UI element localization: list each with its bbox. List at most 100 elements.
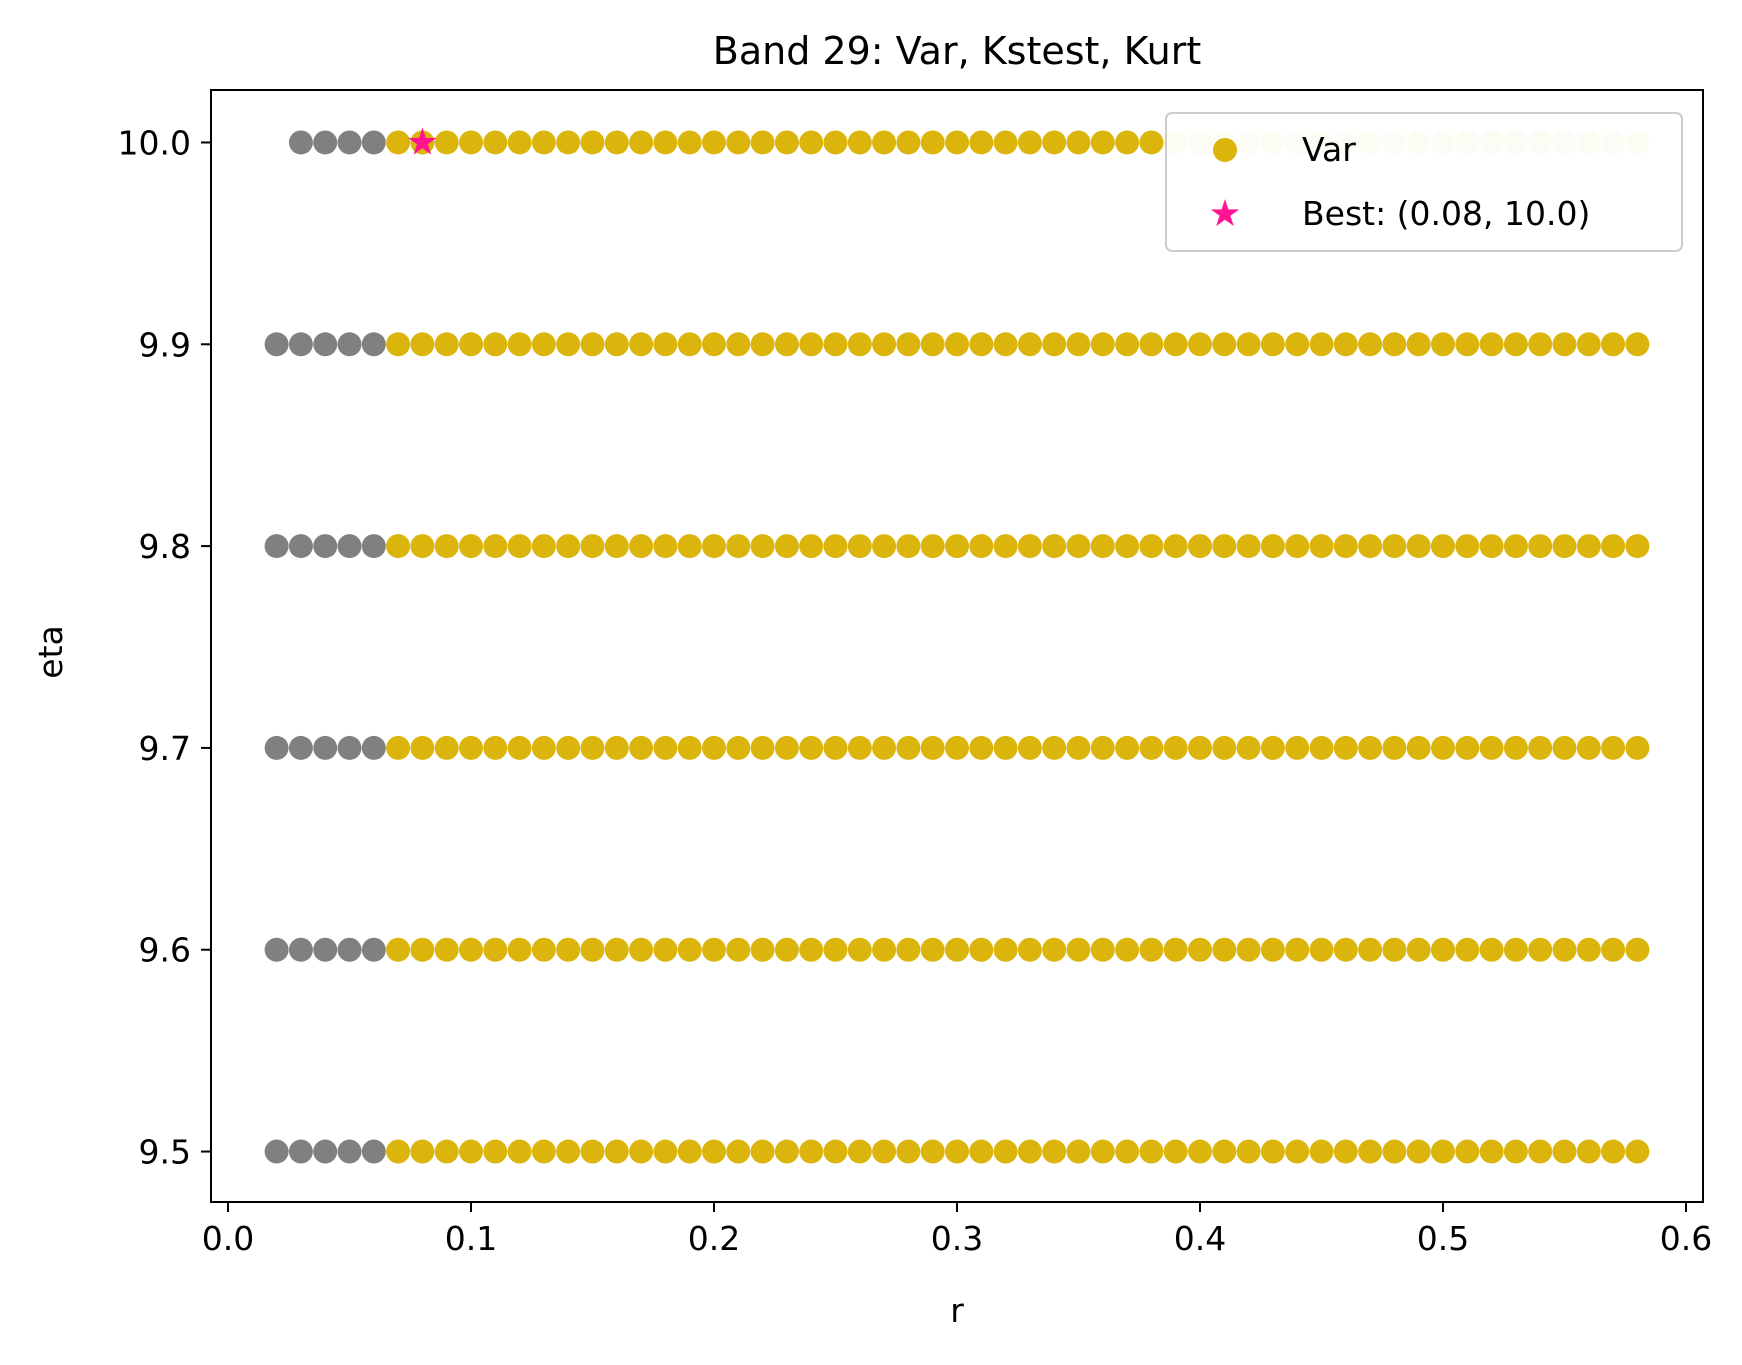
data-point bbox=[1017, 735, 1042, 760]
data-point bbox=[653, 937, 678, 962]
data-point bbox=[823, 937, 848, 962]
data-point bbox=[653, 1139, 678, 1164]
data-point bbox=[1576, 1139, 1601, 1164]
data-point bbox=[580, 735, 605, 760]
data-point bbox=[361, 332, 386, 357]
x-tick-label: 0.5 bbox=[1417, 1219, 1469, 1258]
data-point bbox=[1139, 937, 1164, 962]
data-point bbox=[1309, 937, 1334, 962]
data-point bbox=[1601, 534, 1626, 559]
data-point bbox=[1115, 1139, 1140, 1164]
data-point bbox=[580, 332, 605, 357]
data-point bbox=[386, 1139, 411, 1164]
data-point bbox=[1115, 937, 1140, 962]
best-layer bbox=[408, 127, 437, 155]
y-tick-label: 9.8 bbox=[139, 527, 191, 566]
data-point bbox=[945, 1139, 969, 1164]
data-point bbox=[1212, 534, 1237, 559]
data-point bbox=[1090, 332, 1115, 357]
data-point bbox=[1212, 735, 1237, 760]
data-point bbox=[726, 735, 751, 760]
data-point bbox=[1576, 332, 1601, 357]
data-point bbox=[1139, 1139, 1164, 1164]
data-point bbox=[1260, 1139, 1285, 1164]
data-point bbox=[1090, 1139, 1115, 1164]
data-point bbox=[1406, 534, 1431, 559]
data-point bbox=[1309, 735, 1334, 760]
data-point bbox=[1503, 332, 1528, 357]
data-point bbox=[1576, 937, 1601, 962]
data-point bbox=[872, 937, 897, 962]
data-point bbox=[604, 332, 629, 357]
data-point bbox=[1333, 332, 1358, 357]
y-tick-label: 9.6 bbox=[139, 931, 191, 970]
data-point bbox=[1212, 937, 1237, 962]
data-point bbox=[1333, 534, 1358, 559]
data-point bbox=[702, 534, 726, 559]
data-point bbox=[920, 937, 945, 962]
data-point bbox=[1042, 1139, 1067, 1164]
data-point bbox=[1528, 735, 1553, 760]
legend-var-marker bbox=[1213, 138, 1237, 162]
data-point bbox=[313, 130, 338, 155]
data-point bbox=[702, 130, 726, 155]
data-point bbox=[677, 534, 702, 559]
x-tick-label: 0.3 bbox=[931, 1219, 983, 1258]
data-point bbox=[1260, 332, 1285, 357]
data-point bbox=[1552, 1139, 1577, 1164]
data-point bbox=[1503, 1139, 1528, 1164]
data-point bbox=[896, 735, 921, 760]
data-point bbox=[1017, 130, 1042, 155]
data-point bbox=[750, 130, 775, 155]
y-tick-label: 9.5 bbox=[139, 1133, 191, 1172]
data-point bbox=[337, 534, 362, 559]
data-point bbox=[361, 534, 386, 559]
data-point bbox=[1382, 1139, 1407, 1164]
data-point bbox=[531, 534, 556, 559]
data-point bbox=[507, 332, 532, 357]
data-point bbox=[1333, 937, 1358, 962]
data-point bbox=[1090, 937, 1115, 962]
data-point bbox=[580, 937, 605, 962]
data-point bbox=[920, 735, 945, 760]
data-point bbox=[1601, 735, 1626, 760]
data-point bbox=[750, 534, 775, 559]
data-point bbox=[1115, 735, 1140, 760]
data-point bbox=[264, 1139, 289, 1164]
data-point bbox=[386, 937, 411, 962]
data-point bbox=[702, 937, 726, 962]
data-point bbox=[1090, 735, 1115, 760]
data-point bbox=[1090, 534, 1115, 559]
data-point bbox=[1333, 1139, 1358, 1164]
data-point bbox=[459, 534, 484, 559]
data-point bbox=[1382, 937, 1407, 962]
data-point bbox=[1066, 534, 1091, 559]
chart-title: Band 29: Var, Kstest, Kurt bbox=[713, 29, 1201, 73]
data-point bbox=[1188, 1139, 1212, 1164]
data-point bbox=[1625, 534, 1650, 559]
data-point bbox=[1260, 937, 1285, 962]
data-point bbox=[556, 937, 581, 962]
data-point bbox=[847, 937, 872, 962]
data-point bbox=[750, 937, 775, 962]
data-point bbox=[531, 735, 556, 760]
data-point bbox=[604, 735, 629, 760]
data-point bbox=[1042, 332, 1067, 357]
data-point bbox=[386, 130, 411, 155]
data-point bbox=[896, 130, 921, 155]
data-point bbox=[386, 534, 411, 559]
data-point bbox=[1115, 534, 1140, 559]
data-point bbox=[1139, 130, 1164, 155]
data-point bbox=[1188, 332, 1212, 357]
data-point bbox=[361, 130, 386, 155]
data-point bbox=[774, 130, 799, 155]
data-point bbox=[1382, 332, 1407, 357]
data-point bbox=[507, 1139, 532, 1164]
data-point bbox=[896, 332, 921, 357]
x-axis-ticks: 0.0 0.1 0.2 0.3 0.4 0.5 0.6 bbox=[202, 1202, 1712, 1258]
data-point bbox=[483, 332, 508, 357]
data-point bbox=[1139, 735, 1164, 760]
data-point bbox=[629, 735, 654, 760]
best-point-star bbox=[408, 127, 437, 155]
data-point bbox=[993, 332, 1018, 357]
